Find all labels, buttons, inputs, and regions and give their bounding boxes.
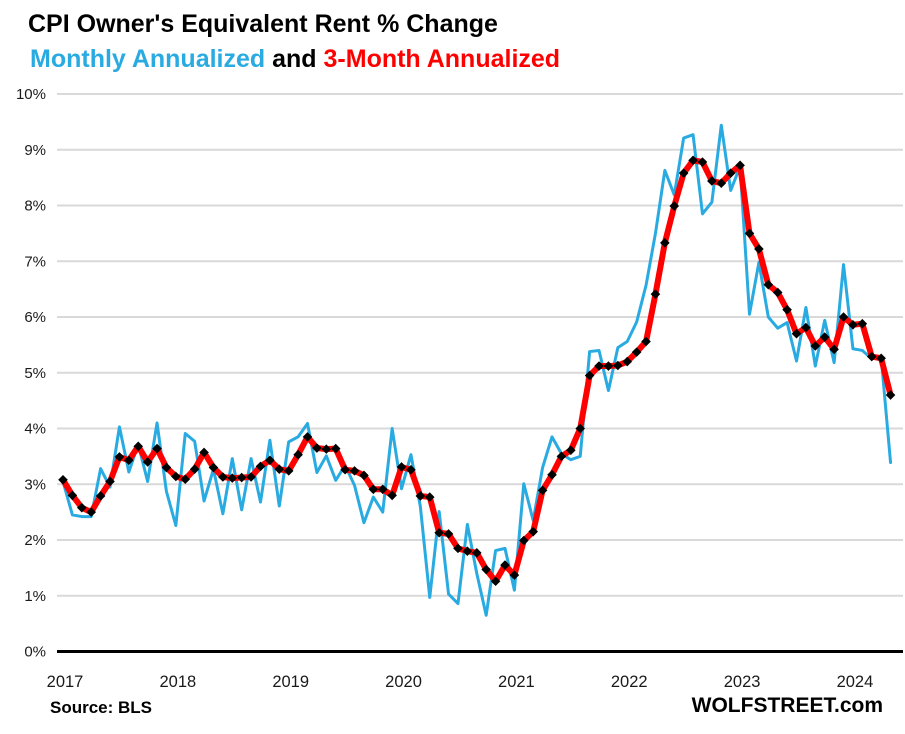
svg-text:10%: 10% <box>16 86 46 103</box>
svg-text:4%: 4% <box>24 421 46 438</box>
subtitle-and: and <box>265 45 324 73</box>
legend-3-month-annualized: 3-Month Annualized <box>323 45 561 73</box>
axis-labels: 0% 1% 2% 3% 4% 5% 6% 7% 8% 9% 10% 2017 2018 2019 2020 2… <box>16 86 873 691</box>
svg-text:7%: 7% <box>24 253 46 270</box>
svg-text:2019: 2019 <box>272 673 309 691</box>
svg-text:2024: 2024 <box>837 673 874 691</box>
svg-text:6%: 6% <box>24 309 46 326</box>
svg-text:2%: 2% <box>24 532 46 549</box>
data-series <box>58 123 896 617</box>
svg-text:8%: 8% <box>24 198 46 215</box>
svg-text:0%: 0% <box>24 644 46 661</box>
wolfstreet-watermark: WOLFSTREET.com <box>691 694 883 717</box>
svg-text:2021: 2021 <box>498 673 535 691</box>
svg-text:2017: 2017 <box>47 673 84 691</box>
svg-text:2020: 2020 <box>385 673 422 691</box>
source-note: Source: BLS <box>50 698 153 717</box>
svg-text:2023: 2023 <box>724 673 761 691</box>
svg-text:2018: 2018 <box>159 673 196 691</box>
diamond-markers <box>58 155 896 587</box>
svg-text:5%: 5% <box>24 365 46 382</box>
svg-text:3%: 3% <box>24 476 46 493</box>
svg-text:9%: 9% <box>24 142 46 159</box>
chart-subtitle: Monthly Annualized and 3-Month Annualize… <box>30 45 560 74</box>
svg-text:1%: 1% <box>24 588 46 605</box>
svg-text:2022: 2022 <box>611 673 648 691</box>
legend-monthly-annualized: Monthly Annualized <box>30 45 266 73</box>
gridlines <box>57 93 903 597</box>
chart-title: CPI Owner's Equivalent Rent % Change <box>28 10 498 38</box>
